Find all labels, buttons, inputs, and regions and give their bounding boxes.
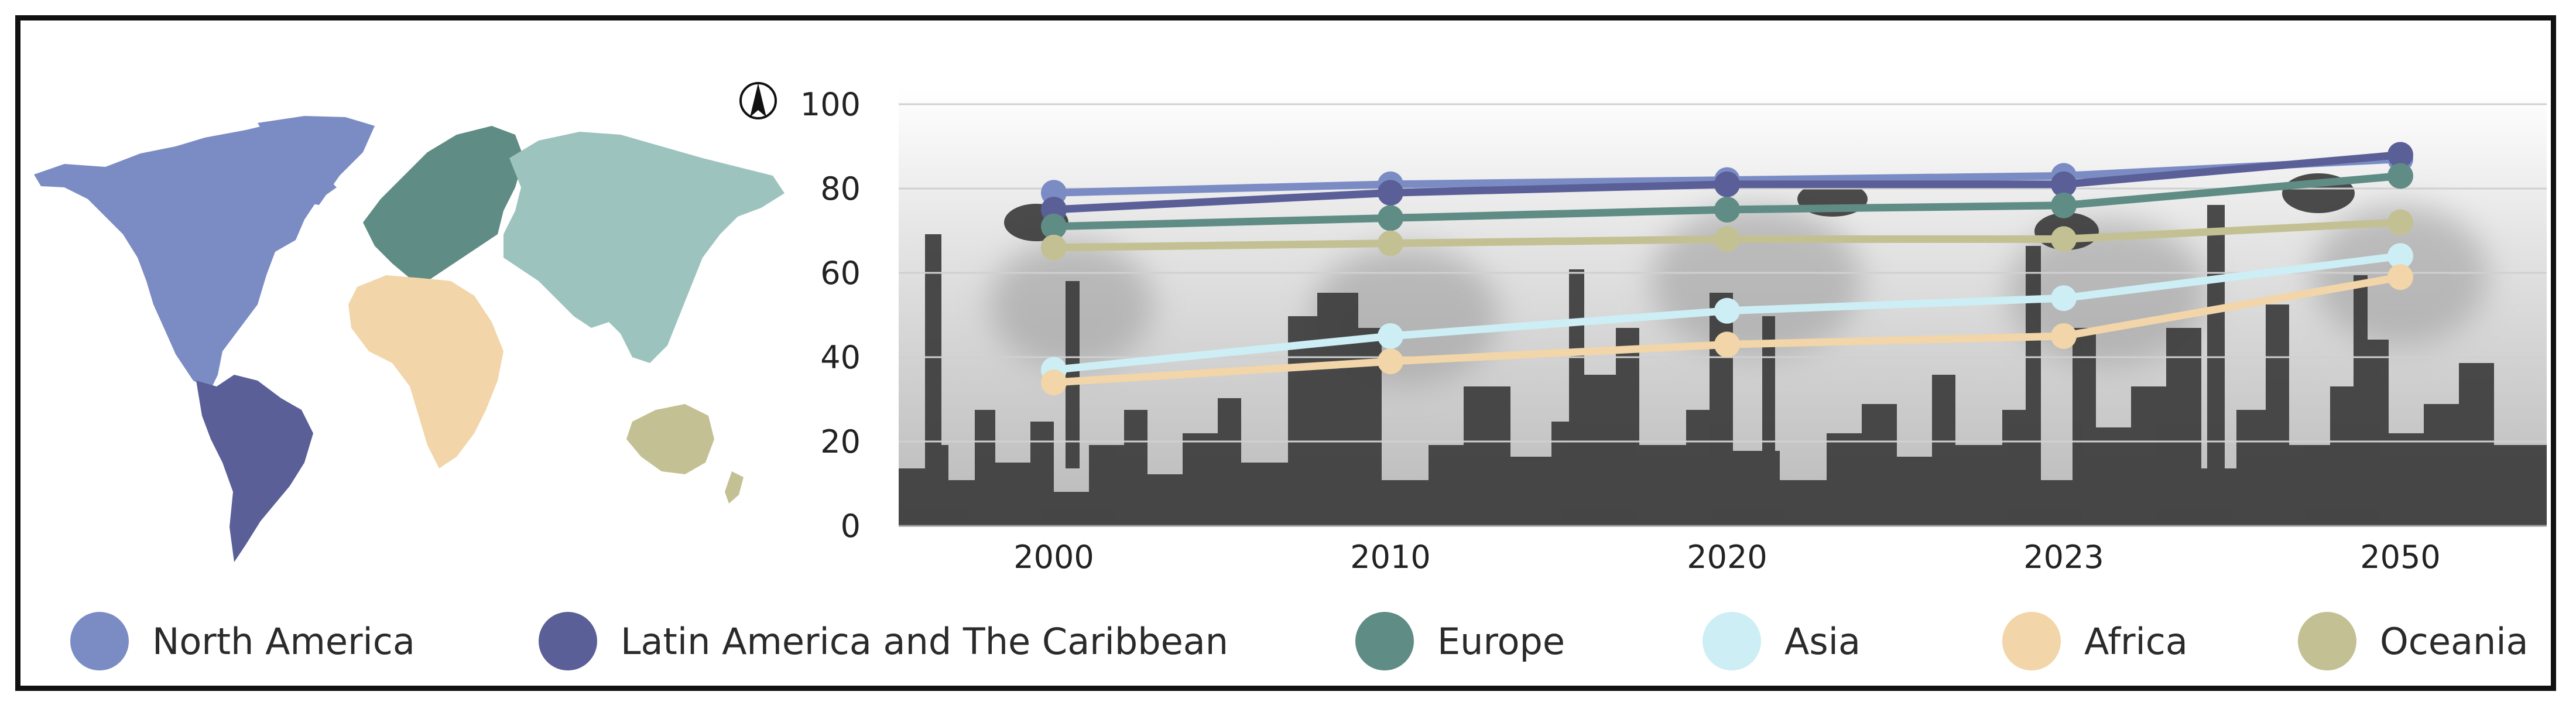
data-point-4-2 [1714,331,1740,358]
data-point-5-4 [2387,209,2413,235]
data-point-2-4 [2387,163,2413,189]
y-tick-label-60: 60 [820,255,861,292]
legend-label-0: North America [152,620,415,663]
data-point-3-1 [1378,323,1403,349]
legend-item-0: North America [70,612,415,670]
legend-swatch-4 [2002,612,2061,670]
legend-item-5: Oceania [2298,612,2529,670]
x-tick-label-2050: 2050 [2360,539,2440,576]
map-region-asia [503,132,785,363]
legend-swatch-2 [1355,612,1414,670]
map-region-latin-america [196,375,313,562]
legend-label-3: Asia [1784,620,1861,663]
x-axis: 2000 2010 2020 2023 2050 [899,525,2547,576]
series-5 [1041,209,2413,261]
data-point-4-1 [1378,348,1403,375]
x-tick-label-2000: 2000 [1013,539,1094,576]
legend-label-5: Oceania [2380,620,2529,663]
y-tick-label-20: 20 [820,423,861,460]
y-tick-label-0: 0 [841,508,861,545]
data-point-4-0 [1041,369,1067,396]
legend-item-1: Latin America and The Caribbean [539,612,1228,670]
legend-item-2: Europe [1355,612,1565,670]
data-point-5-2 [1714,226,1740,252]
data-point-5-0 [1041,234,1067,261]
data-point-1-4 [2387,142,2413,168]
y-tick-label-40: 40 [820,339,861,376]
data-point-2-1 [1378,205,1403,231]
legend-swatch-3 [1703,612,1761,670]
data-point-5-1 [1378,230,1403,256]
legend-swatch-1 [539,612,597,670]
x-tick-label-2010: 2010 [1350,539,1430,576]
legend-label-4: Africa [2084,620,2188,663]
map-region-north-america [34,120,351,389]
data-point-3-4 [2387,243,2413,269]
legend: North America Latin America and The Carib… [70,612,2529,670]
y-tick-label-80: 80 [820,170,861,207]
map-region-africa [348,275,503,468]
data-point-5-3 [2051,226,2077,252]
y-tick-label-100: 100 [800,86,861,123]
north-arrow-icon [739,82,777,119]
series-4 [1041,264,2413,396]
map-region-greenland [258,116,375,205]
map-region-oceania [626,404,714,474]
legend-item-3: Asia [1703,612,1861,670]
data-point-4-4 [2387,264,2413,290]
series-layer [1041,142,2413,396]
data-point-3-2 [1714,297,1740,324]
data-point-3-3 [2051,285,2077,312]
data-point-2-0 [1041,213,1067,239]
y-axis: 0 20 40 60 80 100 [800,86,861,545]
series-2 [1041,163,2413,239]
x-tick-label-2023: 2023 [2023,539,2104,576]
data-point-1-1 [1378,180,1403,206]
data-point-1-3 [2051,171,2077,197]
legend-item-4: Africa [2002,612,2188,670]
data-point-2-3 [2051,192,2077,218]
x-tick-label-2020: 2020 [1687,539,1767,576]
data-point-2-2 [1714,197,1740,222]
data-point-4-3 [2051,323,2077,349]
map-region-europe [363,126,524,281]
legend-label-1: Latin America and The Caribbean [621,620,1228,663]
legend-swatch-5 [2298,612,2356,670]
data-point-1-2 [1714,171,1740,197]
legend-label-2: Europe [1437,620,1565,663]
legend-swatch-0 [70,612,129,670]
map-region-oceania-islands [725,471,744,504]
